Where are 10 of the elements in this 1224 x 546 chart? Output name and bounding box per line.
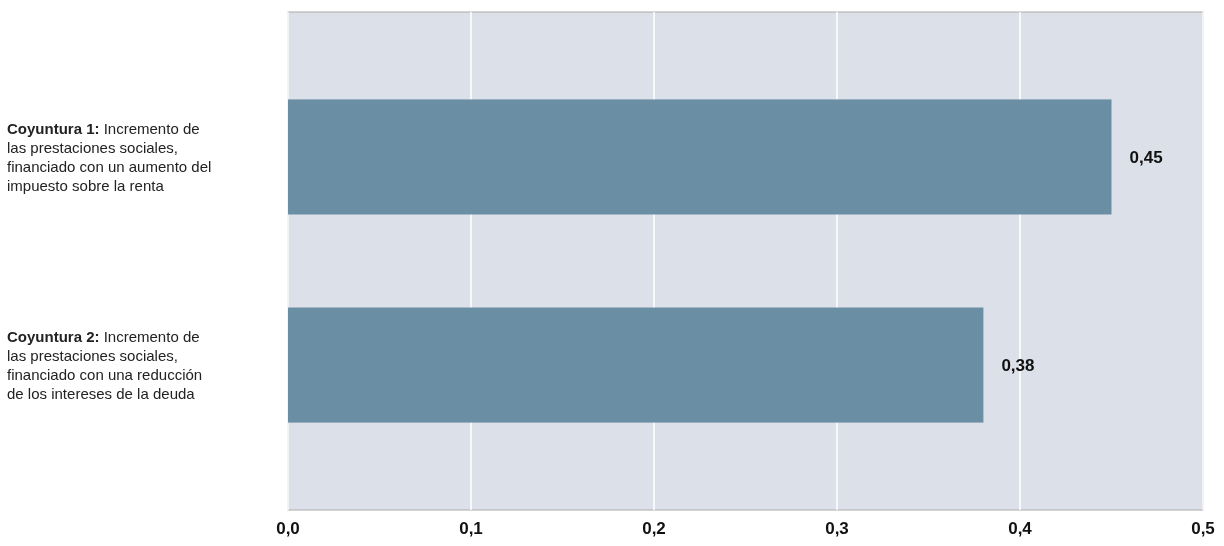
- x-tick-label: 0,3: [825, 519, 849, 538]
- x-tick-label: 0,4: [1008, 519, 1033, 538]
- x-tick-label: 0,2: [642, 519, 666, 538]
- data-label: 0,45: [1129, 147, 1163, 167]
- x-tick-label: 0,5: [1191, 519, 1215, 538]
- category-label: Coyuntura 2: Incremento de las prestaciones sociales, financiado con una reducción de los intereses de la deuda: [7, 327, 203, 402]
- x-tick-label: 0,0: [276, 519, 300, 538]
- x-tick-label: 0,1: [459, 519, 483, 538]
- category-label: Coyuntura 1: Incremento de las prestaciones sociales, financiado con un aumento del impuesto sobre la renta: [7, 119, 212, 194]
- data-label: 0,38: [1001, 356, 1035, 375]
